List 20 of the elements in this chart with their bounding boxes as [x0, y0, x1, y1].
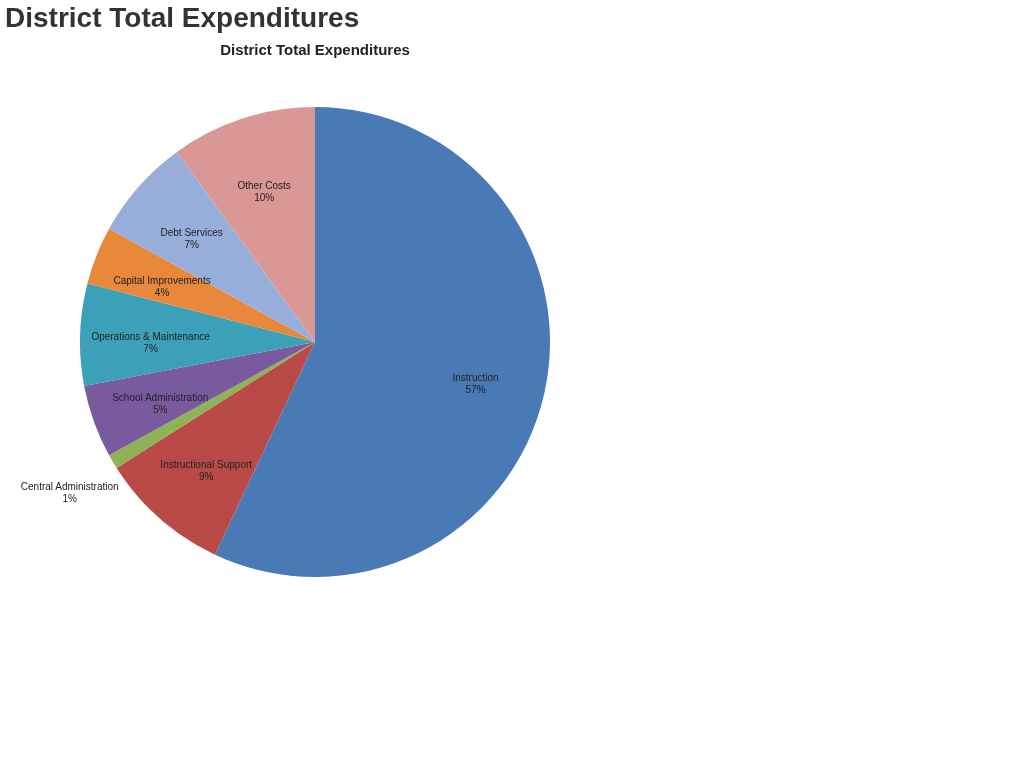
slice-label: Other Costs	[237, 179, 291, 191]
slice-label: Central Administration	[20, 481, 119, 493]
pie-slice	[87, 228, 315, 342]
data-label: 5%	[153, 403, 168, 415]
slice-label: Operations & Maintenance	[91, 330, 211, 342]
data-label: 7%	[143, 342, 158, 354]
slice-label: Debt Services	[160, 227, 223, 239]
pie-slice	[109, 342, 315, 468]
data-label: 7%	[184, 239, 199, 251]
slice-label: School Administration	[112, 391, 209, 403]
pie-slice	[84, 342, 315, 456]
slice-label: Instruction	[452, 371, 499, 383]
data-label: 10%	[254, 191, 275, 203]
data-label: 57%	[465, 383, 486, 395]
data-label: 4%	[154, 287, 170, 299]
data-label: 1%	[62, 493, 78, 505]
data-label: 9%	[198, 471, 214, 483]
slice-label: Instructional Support	[160, 459, 253, 471]
chart-subtitle: District Total Expenditures	[220, 41, 410, 58]
chart-title: District Total Expenditures	[5, 2, 360, 33]
